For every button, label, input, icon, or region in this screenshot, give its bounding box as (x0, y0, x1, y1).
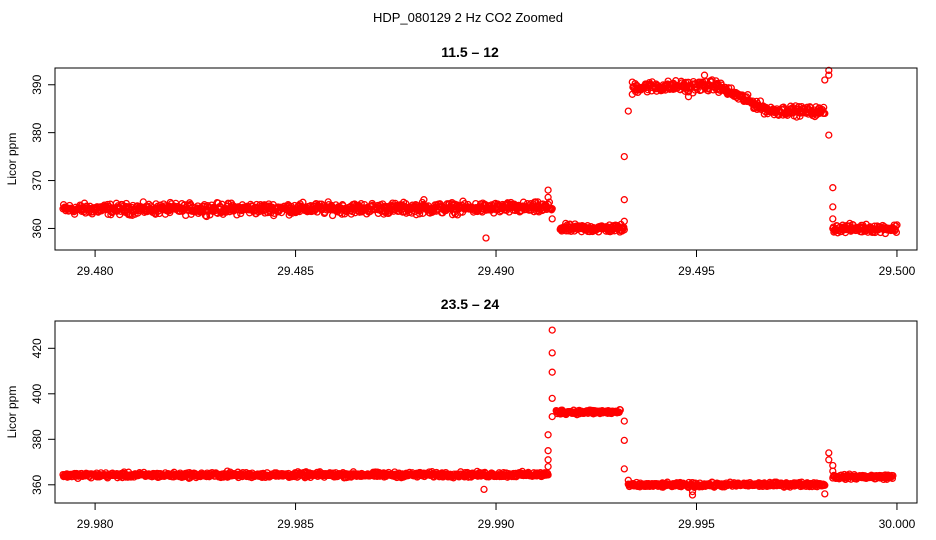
data-point-outlier (684, 88, 693, 96)
data-point-outlier (480, 485, 488, 494)
data-point-outlier (544, 447, 552, 455)
data-point-outlier (684, 93, 693, 101)
panel-2-y-axis: 360 380 400 420 (30, 338, 56, 495)
x-tick-label: 29.500 (879, 264, 916, 278)
data-point (548, 205, 556, 213)
y-tick-label: 380 (30, 429, 44, 449)
data-point (893, 221, 901, 229)
data-point-outlier (420, 196, 428, 204)
x-tick-label: 29.490 (478, 264, 515, 278)
panel-1-title: 11.5 – 12 (441, 44, 499, 60)
data-point-outlier (829, 184, 837, 192)
data-point-outlier (829, 215, 837, 223)
x-tick-label: 29.495 (678, 264, 715, 278)
x-tick-label: 30.000 (879, 517, 916, 531)
data-point-outlier (548, 368, 556, 376)
x-tick-label: 29.995 (678, 517, 715, 531)
y-tick-label: 390 (30, 74, 44, 94)
y-tick-label: 360 (30, 218, 44, 238)
y-tick-label: 380 (30, 122, 44, 142)
panel-2-points (59, 326, 897, 499)
panel-1-plot-box (54, 67, 918, 251)
data-point-outlier (620, 465, 628, 473)
x-tick-label: 29.985 (277, 517, 314, 531)
data-point-outlier (825, 66, 833, 75)
data-point-outlier (620, 152, 628, 161)
data-point (562, 219, 570, 228)
panel-1-y-label: Licor ppm (5, 133, 19, 186)
data-point-outlier (700, 71, 709, 79)
panel-2-y-label: Licor ppm (5, 386, 19, 439)
data-point-outlier (482, 234, 490, 242)
data-point (892, 228, 901, 237)
x-tick-label: 29.980 (77, 517, 114, 531)
data-point-outlier (620, 436, 628, 445)
y-tick-label: 370 (30, 170, 44, 190)
data-point-outlier (548, 215, 556, 223)
data-point (616, 406, 624, 414)
panel-1: 11.5 – 12 29.480 29.485 29.490 29.495 29.500… (5, 44, 918, 278)
panel-1-x-axis: 29.480 29.485 29.490 29.495 29.500 (77, 249, 916, 278)
data-point-outlier (544, 456, 552, 464)
data-point-outlier (548, 412, 556, 421)
panel-2-x-axis: 29.980 29.985 29.990 29.995 30.000 (77, 502, 916, 531)
data-point-outlier (544, 186, 552, 194)
y-tick-label: 400 (30, 383, 44, 403)
panel-2-title: 23.5 – 24 (441, 296, 500, 312)
data-point (889, 471, 897, 480)
data-point-outlier (821, 76, 829, 84)
data-point-outlier (544, 462, 552, 471)
panel-1-points (59, 66, 901, 242)
data-point-outlier (688, 487, 697, 496)
data-point-outlier (620, 196, 628, 204)
data-point (185, 199, 194, 207)
x-tick-label: 29.990 (478, 517, 515, 531)
data-point-outlier (223, 467, 232, 475)
data-point-outlier (548, 394, 556, 403)
data-point-outlier (825, 449, 833, 457)
data-point-outlier (548, 326, 556, 334)
data-point (821, 481, 829, 489)
data-point-outlier (825, 131, 833, 139)
data-point (299, 198, 307, 206)
figure-title: HDP_080129 2 Hz CO2 Zoomed (373, 10, 563, 25)
data-point-outlier (825, 456, 833, 464)
data-point-outlier (829, 467, 837, 475)
data-point-outlier (628, 90, 636, 98)
data-point-outlier (821, 490, 829, 498)
panel-1-y-axis: 360 370 380 390 (30, 74, 56, 238)
data-point-outlier (688, 491, 697, 499)
data-point (821, 109, 829, 118)
y-tick-label: 420 (30, 338, 44, 358)
data-point-outlier (548, 349, 556, 357)
data-point-outlier (829, 203, 837, 211)
data-point-outlier (544, 193, 552, 201)
panel-2: 23.5 – 24 29.980 29.985 29.990 29.995 30.000… (5, 296, 918, 531)
data-point-outlier (624, 476, 632, 484)
data-point (888, 474, 897, 483)
data-point-outlier (620, 417, 628, 425)
data-point (620, 226, 628, 234)
data-point-outlier (825, 71, 833, 79)
y-tick-label: 360 (30, 474, 44, 494)
data-point-outlier (624, 107, 632, 115)
data-point-outlier (620, 217, 628, 225)
data-point-outlier (544, 431, 552, 439)
data-point (544, 471, 552, 479)
x-tick-label: 29.485 (277, 264, 314, 278)
x-tick-label: 29.480 (77, 264, 114, 278)
